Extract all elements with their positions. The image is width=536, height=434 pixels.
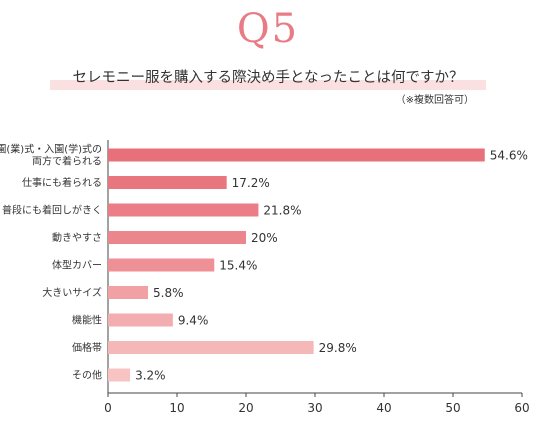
value-label-3: 21.8% (263, 204, 301, 218)
category-label-3: 普段にも着回しがきく (2, 204, 102, 217)
bar-6 (108, 286, 149, 299)
category-label-6: 大きいサイズ (42, 286, 102, 299)
category-label-7: 機能性 (72, 314, 102, 327)
value-label-2: 17.2% (232, 176, 270, 190)
x-tick-label-30: 30 (307, 401, 322, 415)
category-label-5: 体型カバー (52, 259, 102, 272)
x-tick-label-60: 60 (514, 401, 529, 415)
bar-9 (108, 368, 131, 382)
question-title: セレモニー服を購入する際決め手となったことは何ですか？ (72, 70, 464, 86)
x-tick-label-20: 20 (238, 401, 253, 415)
x-tick-label-50: 50 (445, 401, 460, 415)
category-label-4: 動きやすさ (52, 231, 102, 244)
category-label-2: 仕事にも着られる (22, 176, 102, 189)
category-label-8: 価格帯 (72, 341, 102, 354)
bar-7 (108, 313, 173, 327)
category-label-1-line-2: 両方で着られる (32, 155, 102, 168)
category-label-9: その他 (72, 369, 102, 382)
bar-2 (108, 176, 227, 189)
category-label-1-line-1: 卒園(業)式・入園(学)式の (0, 143, 102, 156)
value-label-6: 5.8% (153, 286, 184, 300)
value-label-5: 15.4% (219, 259, 257, 273)
x-tick-label-0: 0 (104, 401, 112, 415)
x-tick-label-10: 10 (169, 401, 184, 415)
value-label-7: 9.4% (178, 314, 209, 328)
value-label-9: 3.2% (135, 369, 166, 383)
value-label-8: 29.8% (319, 341, 357, 355)
bar-4 (108, 231, 246, 244)
bar-8 (108, 341, 314, 354)
value-label-4: 20% (251, 231, 278, 245)
bar-3 (108, 203, 259, 217)
bar-1 (108, 148, 485, 162)
multiple-answer-note: （※複数回答可） (395, 95, 474, 106)
question-number: Q5 (236, 6, 300, 52)
title-highlight (50, 80, 486, 90)
x-tick-label-40: 40 (376, 401, 391, 415)
value-label-1: 54.6% (490, 149, 528, 163)
bar-5 (108, 258, 215, 272)
